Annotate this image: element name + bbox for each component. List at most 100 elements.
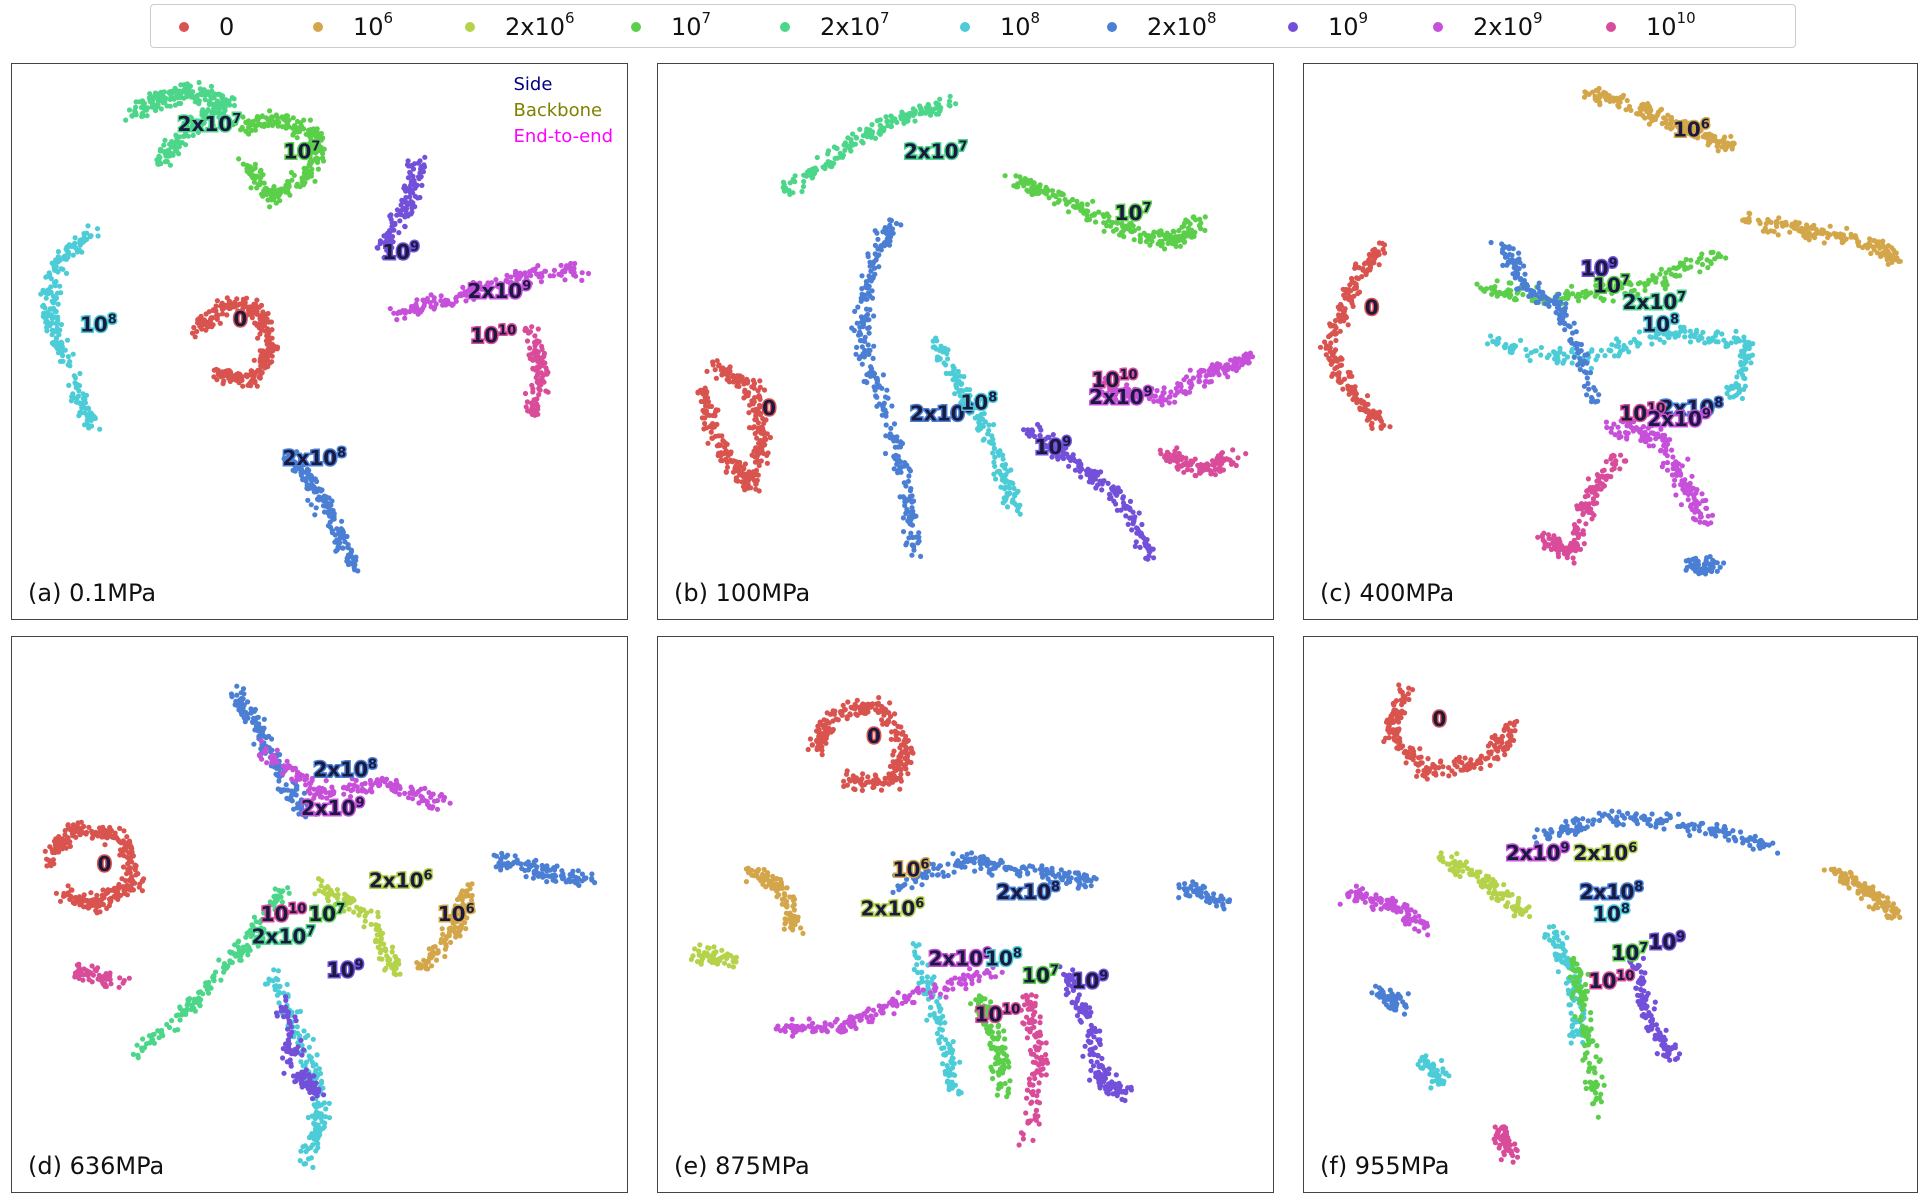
- point: [1698, 570, 1704, 576]
- point: [184, 94, 190, 100]
- point: [721, 367, 727, 373]
- point: [95, 903, 102, 909]
- point: [1070, 203, 1076, 209]
- point: [1533, 348, 1539, 354]
- point: [1137, 544, 1143, 550]
- point: [1381, 242, 1388, 248]
- point: [703, 403, 709, 409]
- point: [966, 399, 972, 405]
- point: [123, 117, 129, 123]
- point: [1577, 546, 1584, 552]
- point: [909, 499, 915, 505]
- point: [217, 320, 223, 326]
- point: [535, 326, 541, 332]
- point: [536, 392, 542, 398]
- point: [124, 834, 130, 840]
- point: [523, 404, 529, 410]
- point: [1021, 427, 1027, 433]
- point: [527, 355, 533, 362]
- point: [863, 313, 869, 319]
- point: [1601, 483, 1607, 489]
- point: [305, 497, 311, 503]
- point: [1018, 178, 1024, 184]
- point: [1552, 294, 1558, 300]
- point: [527, 345, 533, 351]
- point: [739, 374, 745, 380]
- point: [112, 830, 118, 836]
- point: [1584, 508, 1590, 514]
- point: [758, 458, 764, 464]
- point: [524, 338, 531, 344]
- point: [221, 105, 227, 111]
- point: [1626, 103, 1633, 110]
- point: [1192, 456, 1198, 462]
- point: [874, 377, 881, 384]
- point: [99, 834, 105, 840]
- point: [389, 220, 395, 226]
- point: [1217, 468, 1224, 474]
- point: [1593, 282, 1599, 289]
- point: [44, 863, 50, 869]
- point: [750, 469, 756, 475]
- point: [70, 351, 76, 357]
- point: [1702, 340, 1708, 346]
- point: [173, 132, 179, 138]
- point: [157, 146, 164, 152]
- point: [65, 362, 71, 368]
- point: [196, 98, 202, 104]
- point: [900, 515, 906, 521]
- point: [216, 114, 222, 120]
- point: [1667, 437, 1673, 443]
- point: [249, 127, 255, 133]
- point: [73, 382, 79, 388]
- point: [235, 302, 241, 308]
- point: [1715, 339, 1721, 345]
- point: [1495, 337, 1501, 343]
- point: [261, 360, 267, 366]
- point: [853, 134, 859, 140]
- point: [1079, 203, 1085, 209]
- point: [1635, 291, 1641, 297]
- point: [1167, 394, 1173, 400]
- point: [329, 498, 335, 504]
- point: [1849, 233, 1855, 240]
- point: [127, 865, 133, 871]
- point: [52, 283, 59, 289]
- point: [1724, 144, 1730, 150]
- point: [259, 191, 265, 197]
- point: [215, 312, 221, 318]
- point: [887, 217, 893, 223]
- point: [1507, 345, 1513, 351]
- point: [1349, 300, 1355, 306]
- point: [1733, 328, 1739, 334]
- point: [1636, 329, 1643, 335]
- point: [1616, 339, 1622, 345]
- legend-item-c5: 108: [960, 5, 1040, 49]
- point: [965, 404, 971, 410]
- point: [1231, 361, 1237, 367]
- point: [87, 410, 93, 416]
- point: [1664, 467, 1671, 473]
- point: [1014, 490, 1020, 496]
- point: [1646, 443, 1652, 449]
- legend-marker: [179, 22, 189, 32]
- point: [974, 426, 981, 432]
- point: [1657, 337, 1663, 343]
- point: [248, 383, 254, 389]
- point: [49, 298, 55, 304]
- point: [1668, 126, 1674, 132]
- point: [1340, 308, 1346, 314]
- point: [871, 313, 877, 319]
- point: [891, 466, 897, 472]
- point: [840, 152, 846, 158]
- point: [48, 276, 54, 282]
- point: [1075, 202, 1081, 208]
- point: [205, 91, 211, 97]
- point: [1332, 366, 1338, 372]
- point: [534, 379, 540, 385]
- point: [1677, 324, 1684, 330]
- point: [40, 303, 46, 309]
- point: [1332, 318, 1339, 324]
- point: [301, 126, 307, 132]
- point: [236, 156, 242, 162]
